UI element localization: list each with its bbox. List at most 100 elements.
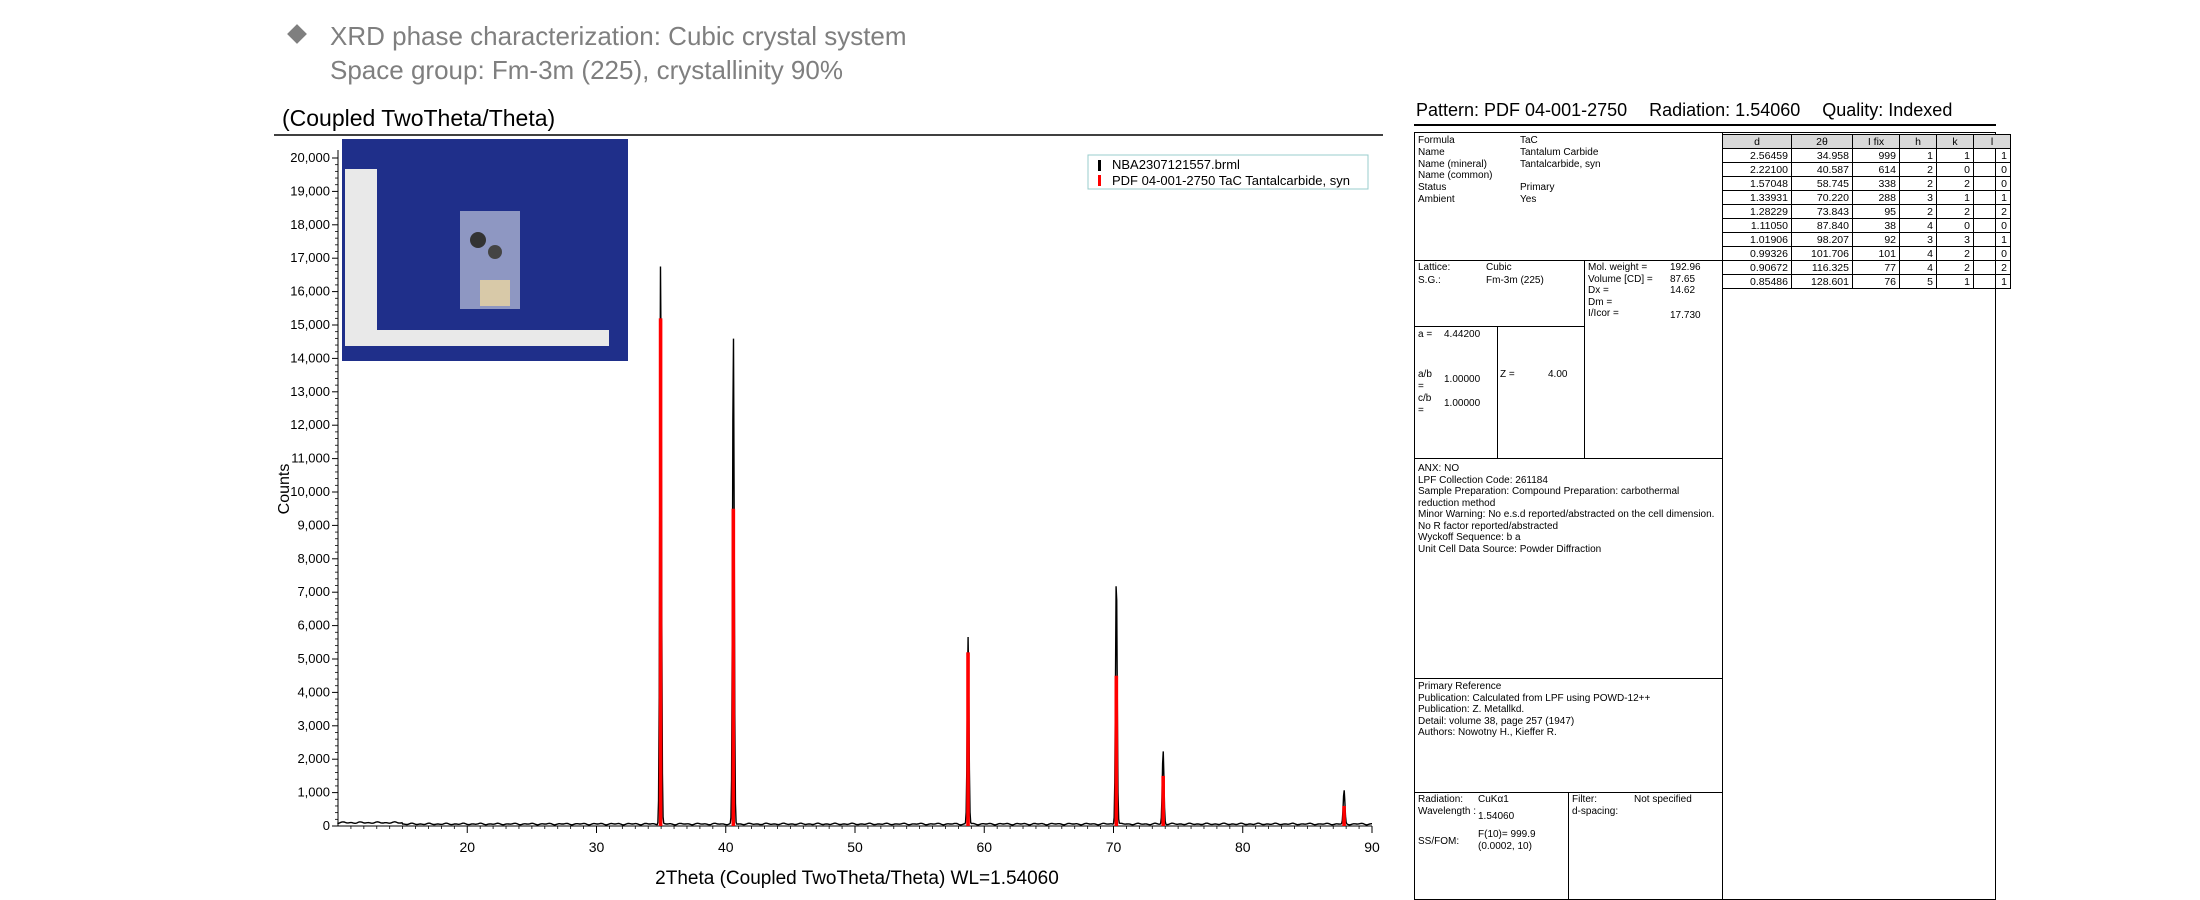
ab-label: a/b = bbox=[1418, 369, 1432, 392]
note-line: No R factor reported/abstracted bbox=[1418, 520, 1559, 532]
info-value: TaC bbox=[1520, 135, 1538, 146]
pattern-id: Pattern: PDF 04-001-2750 bbox=[1416, 100, 1628, 120]
reflection-row: 0.99326 101.706 101 4 2 0 bbox=[1722, 246, 2011, 261]
y-tick-label: 2,000 bbox=[297, 751, 330, 766]
reflection-cell: 0 bbox=[1973, 246, 2011, 261]
y-tick-label: 18,000 bbox=[290, 217, 330, 232]
prop-value: 192.96 bbox=[1670, 262, 1701, 273]
reflection-cell: 1.11050 bbox=[1722, 218, 1792, 233]
z-value: 4.00 bbox=[1548, 369, 1568, 380]
reflection-cell: 1.33931 bbox=[1722, 190, 1792, 205]
divider bbox=[1497, 326, 1498, 458]
ab-value: 1.00000 bbox=[1444, 374, 1481, 385]
reflection-cell: 1.28229 bbox=[1722, 204, 1792, 219]
reflection-cell: 0.85486 bbox=[1722, 274, 1792, 289]
reflections-header-cell: l bbox=[1973, 134, 2011, 149]
reflection-cell: 34.958 bbox=[1791, 148, 1853, 163]
reflection-cell: 4 bbox=[1899, 246, 1937, 261]
reflection-cell: 288 bbox=[1852, 190, 1900, 205]
prop-value: 17.730 bbox=[1670, 310, 1701, 321]
x-axis-label: 2Theta (Coupled TwoTheta/Theta) WL=1.540… bbox=[655, 868, 1059, 889]
y-tick-label: 9,000 bbox=[297, 517, 330, 532]
x-tick-label: 90 bbox=[1364, 839, 1380, 855]
filter-label: Filter: bbox=[1572, 794, 1597, 805]
reflection-row: 1.28229 73.843 95 2 2 2 bbox=[1722, 204, 2011, 219]
prop-value: 14.62 bbox=[1670, 285, 1696, 296]
prop-label: Mol. weight = bbox=[1588, 262, 1648, 273]
reflection-row: 2.56459 34.958 999 1 1 1 bbox=[1722, 148, 2011, 163]
reflection-cell: 4 bbox=[1899, 260, 1937, 275]
reflection-row: 1.33931 70.220 288 3 1 1 bbox=[1722, 190, 2011, 205]
pattern-title: Pattern: PDF 04-001-2750 Radiation: 1.540… bbox=[1416, 100, 1974, 121]
y-tick-label: 5,000 bbox=[297, 651, 330, 666]
y-tick-label: 12,000 bbox=[290, 417, 330, 432]
y-tick-label: 13,000 bbox=[290, 384, 330, 399]
reflection-cell: 614 bbox=[1852, 162, 1900, 177]
reflection-cell: 70.220 bbox=[1791, 190, 1853, 205]
info-label: Name bbox=[1418, 146, 1445, 158]
note-line: LPF Collection Code: 261184 bbox=[1418, 474, 1548, 486]
info-label: Name (common) bbox=[1418, 170, 1493, 182]
cb-label: c/b = bbox=[1418, 393, 1432, 416]
reflection-cell: 98.207 bbox=[1791, 232, 1853, 247]
ssfom-value-2: (0.0002, 10) bbox=[1478, 841, 1532, 852]
reflections-header-cell: k bbox=[1936, 134, 1974, 149]
reflection-cell: 87.840 bbox=[1791, 218, 1853, 233]
y-tick-label: 7,000 bbox=[297, 584, 330, 599]
reflection-cell: 76 bbox=[1852, 274, 1900, 289]
note-line: Wyckoff Sequence: b a bbox=[1418, 532, 1521, 543]
ssfom-value-1: F(10)= 999.9 bbox=[1478, 829, 1536, 840]
x-tick-label: 60 bbox=[976, 839, 992, 855]
reference-peak-bar bbox=[1114, 675, 1119, 826]
legend-swatch-measured bbox=[1098, 160, 1101, 171]
x-tick-label: 30 bbox=[589, 839, 605, 855]
header-line-2: Space group: Fm-3m (225), crystallinity … bbox=[330, 55, 843, 85]
info-value: Primary bbox=[1520, 182, 1555, 194]
reflection-cell: 1 bbox=[1936, 274, 1974, 289]
info-value: Yes bbox=[1520, 194, 1537, 205]
reflection-cell: 2.22100 bbox=[1722, 162, 1792, 177]
pattern-quality: Quality: Indexed bbox=[1822, 100, 1953, 120]
legend: NBA2307121557.brml PDF 04-001-2750 TaC T… bbox=[1087, 154, 1369, 190]
reference-line: Primary Reference bbox=[1418, 681, 1502, 692]
note-line: ANX: NO bbox=[1418, 463, 1460, 474]
reference-peak-bar bbox=[1161, 775, 1165, 826]
wavelength-label: Wavelength : bbox=[1418, 806, 1476, 817]
reflection-cell: 3 bbox=[1899, 232, 1937, 247]
wavelength-value: 1.54060 bbox=[1478, 811, 1515, 822]
measured-pattern-line bbox=[337, 266, 1372, 826]
lattice-value: Cubic bbox=[1486, 262, 1512, 273]
dspacing-label: d-spacing: bbox=[1572, 806, 1619, 817]
x-tick-label: 20 bbox=[459, 839, 475, 855]
info-value: Tantalum Carbide bbox=[1520, 146, 1599, 158]
reflection-row: 2.22100 40.587 614 2 0 0 bbox=[1722, 162, 2011, 177]
info-label: Formula bbox=[1418, 135, 1455, 146]
reference-peak-bar bbox=[658, 318, 663, 826]
cb-value: 1.00000 bbox=[1444, 398, 1481, 409]
y-tick-label: 0 bbox=[323, 818, 330, 833]
y-tick-label: 17,000 bbox=[290, 250, 330, 265]
reflection-cell: 2 bbox=[1899, 162, 1937, 177]
reflection-cell: 2 bbox=[1899, 176, 1937, 191]
reflection-cell: 4 bbox=[1899, 218, 1937, 233]
reflection-cell: 2 bbox=[1973, 260, 2011, 275]
y-tick-label: 11,000 bbox=[291, 451, 330, 466]
reflection-row: 1.11050 87.840 38 4 0 0 bbox=[1722, 218, 2011, 233]
reflections-header-cell: h bbox=[1899, 134, 1937, 149]
reflection-cell: 116.325 bbox=[1791, 260, 1853, 275]
reference-peak-bar bbox=[966, 652, 970, 826]
reflection-cell: 0 bbox=[1973, 176, 2011, 191]
note-line: Unit Cell Data Source: Powder Diffractio… bbox=[1418, 543, 1602, 555]
header-line-1: XRD phase characterization: Cubic crysta… bbox=[330, 21, 907, 51]
reflection-cell: 1 bbox=[1936, 148, 1974, 163]
reflection-cell: 1 bbox=[1899, 148, 1937, 163]
note-line: Minor Warning: No e.s.d reported/abstrac… bbox=[1418, 509, 1715, 520]
reference-peak-bar bbox=[731, 508, 736, 826]
reflection-cell: 0 bbox=[1936, 218, 1974, 233]
y-tick-label: 14,000 bbox=[290, 350, 330, 365]
reflection-cell: 1 bbox=[1936, 190, 1974, 205]
reflection-cell: 338 bbox=[1852, 176, 1900, 191]
divider bbox=[1584, 260, 1585, 458]
reflection-row: 0.85486 128.601 76 5 1 1 bbox=[1722, 274, 2011, 289]
radiation-value: CuKα1 bbox=[1478, 794, 1509, 805]
